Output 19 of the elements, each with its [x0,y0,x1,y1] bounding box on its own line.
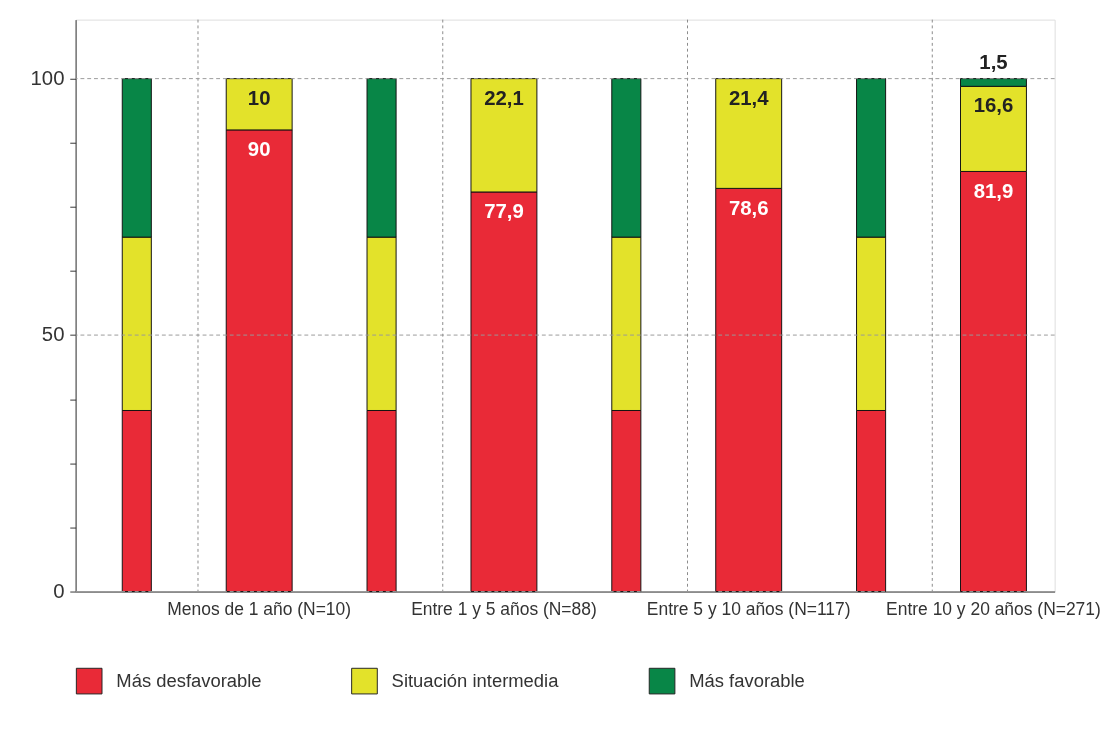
data-label: 22,1 [484,86,524,109]
x-tick-label: Entre 1 y 5 años (N=88) [411,599,597,620]
legend-label: Más desfavorable [116,669,262,691]
y-tick-label: 100 [30,66,65,89]
y-tick-label: 0 [53,579,65,602]
x-tick-label: Menos de 1 año (N=10) [167,599,352,620]
data-label: 16,6 [973,94,1014,117]
data-label: 21,4 [728,86,770,109]
x-tick-label: Entre 5 y 10 años (N=117) [646,599,851,620]
x-tick-label: Entre 10 y 20 años (N=271) [886,599,1101,620]
data-label: 10 [247,86,271,109]
data-label: 90 [247,138,271,161]
legend-label: Más favorable [689,669,805,691]
y-tick-label: 50 [41,323,65,346]
legend-label: Situación intermedia [391,669,560,691]
data-label: 1,5 [979,50,1008,73]
data-label: 77,9 [484,200,524,223]
data-label: 78,6 [728,196,769,219]
data-label: 81,9 [973,179,1014,202]
